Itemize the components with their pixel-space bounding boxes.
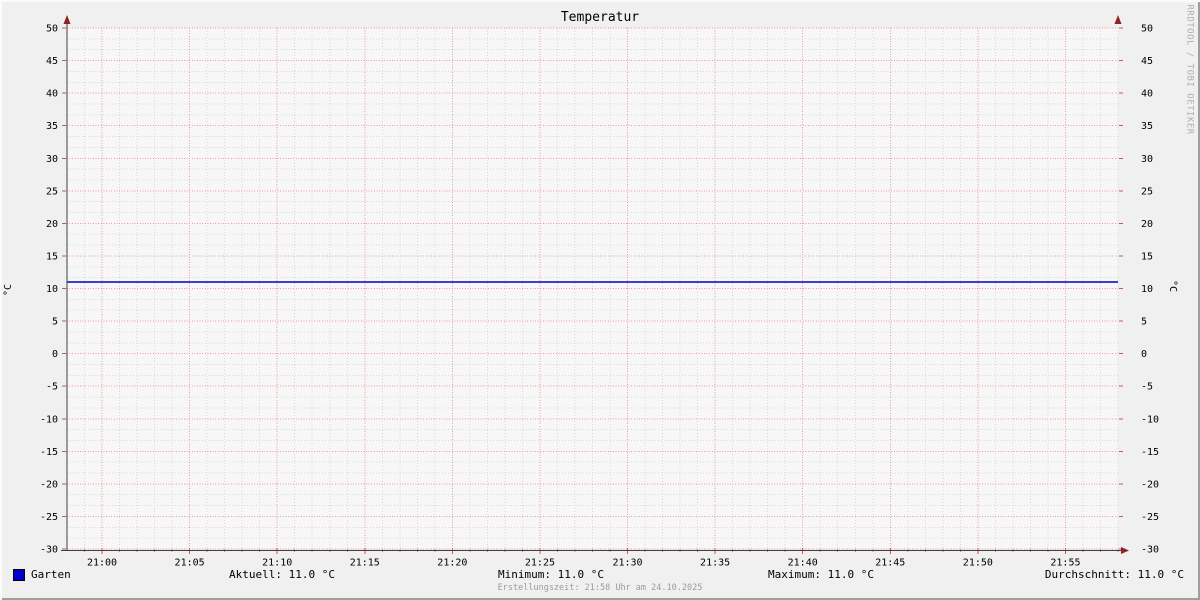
creation-timestamp: Erstellungszeit: 21:58 Uhr am 24.10.2025 [497,583,703,593]
y-tick-label-right: -25 [1141,512,1159,523]
x-tick-label: 21:10 [262,558,292,569]
y-tick-label-left: 15 [46,251,58,262]
y-tick-label-left: -30 [40,545,58,556]
y-tick-label-right: -30 [1141,545,1159,556]
axis-arrows [63,15,1129,554]
minor-gridlines [67,28,1119,549]
y-tick-label-left: -10 [40,414,58,425]
y-tick-label-right: 30 [1141,154,1153,165]
x-tick-label: 21:15 [350,558,380,569]
y-tick-label-left: 0 [52,349,58,360]
y-tick-label-left: 35 [46,121,58,132]
x-tick-label: 21:00 [87,558,117,569]
x-tick-label: 21:20 [437,558,467,569]
x-tick-label: 21:35 [700,558,730,569]
y-tick-label-left: 25 [46,186,58,197]
y-tick-label-right: -10 [1141,414,1159,425]
y-tick-label-right: -20 [1141,479,1159,490]
y-tick-label-left: 45 [46,56,58,67]
y-tick-label-right: 35 [1141,121,1153,132]
x-tick-label: 21:50 [963,558,993,569]
y-tick-label-right: 25 [1141,186,1153,197]
y-tick-label-right: 0 [1141,349,1147,360]
y-tick-label-left: 40 [46,89,58,100]
x-tick-label: 21:55 [1050,558,1080,569]
y-axis-label-right: °C [1167,279,1178,293]
x-tick-label: 21:30 [612,558,642,569]
x-tick-label: 21:45 [875,558,905,569]
y-tick-label-left: 20 [46,219,58,230]
y-axis-arrow-left [63,15,71,24]
y-tick-label-right: 5 [1141,317,1147,328]
rrdtool-watermark: RRDTOOL / TOBI OETIKER [1184,4,1195,135]
y-tick-label-left: 5 [52,317,58,328]
y-tick-label-right: 10 [1141,284,1153,295]
x-tick-label: 21:25 [525,558,555,569]
x-tick-labels: 21:00 21:05 21:10 21:15 21:20 21:25 21:30 21:35… [87,558,1081,569]
y-axis-arrow-right [1114,15,1122,24]
y-tick-label-left: -15 [40,447,58,458]
y-tick-label-left: 30 [46,154,58,165]
y-tick-label-left: 50 [46,24,58,35]
y-tick-label-right: 15 [1141,251,1153,262]
axes [61,22,1122,551]
x-tick-label: 21:40 [788,558,818,569]
y-tick-label-left: -5 [46,382,58,393]
y-tick-label-right: 40 [1141,89,1153,100]
x-axis-arrow [1121,547,1129,554]
y-tick-label-right: 45 [1141,56,1153,67]
y-tick-label-right: 50 [1141,24,1153,35]
x-tick-label: 21:05 [175,558,205,569]
y-axis-label-left: °C [3,283,14,297]
y-tick-label-right: 20 [1141,219,1153,230]
y-tick-label-right: -15 [1141,447,1159,458]
y-tick-label-right: -5 [1141,382,1153,393]
y-tick-label-left: -20 [40,479,58,490]
y-tick-label-left: 10 [46,284,58,295]
chart-title: Temperatur [560,10,640,25]
y-tick-label-left: -25 [40,512,58,523]
